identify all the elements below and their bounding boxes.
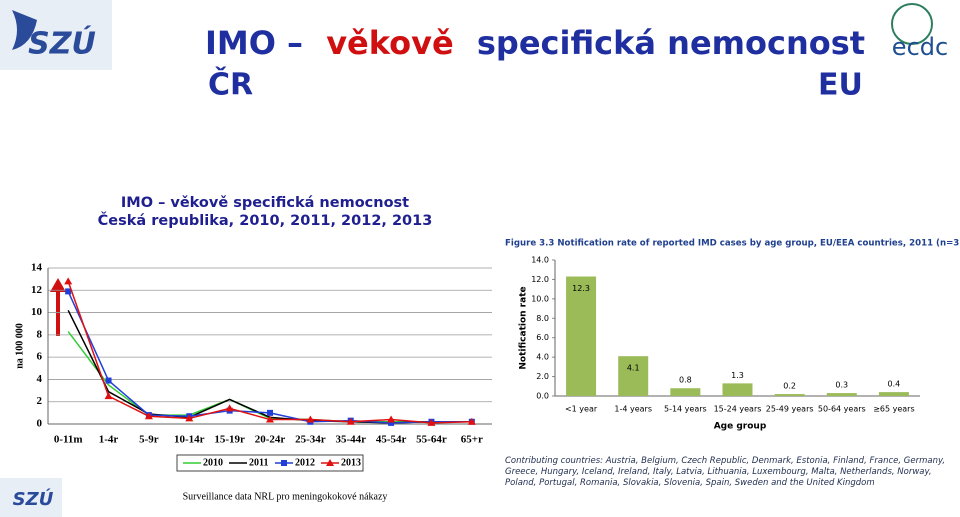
y-tick-label: 14 (31, 262, 43, 274)
chart-title: Česká republika, 2010, 2011, 2012, 2013 (98, 211, 433, 229)
slide-title: IMO – věkově specifická nemocnost (205, 24, 865, 62)
x-tick-label: 35-44r (335, 434, 366, 446)
title-part: věkově (326, 24, 454, 62)
source: Surveillance data NRL pro meningokokové … (183, 491, 388, 502)
legend-label: 2010 (203, 457, 223, 468)
marker (306, 415, 315, 423)
cr-label: ČR (208, 66, 253, 103)
marker (105, 377, 112, 384)
x-tick-label: <1 year (565, 405, 598, 414)
chart-title: IMO – věkově specifická nemocnost (121, 195, 409, 211)
y-tick-label: 0.0 (536, 392, 549, 401)
value-label: 12.3 (572, 284, 590, 293)
x-tick-label: 25-34r (295, 434, 326, 446)
value-label: 1.3 (731, 371, 744, 380)
x-tick-label: 1-4 years (614, 405, 652, 414)
y-tick-label: 2.0 (536, 372, 549, 381)
x-tick-label: 45-54r (376, 434, 407, 446)
y-tick-label: 2 (37, 395, 43, 407)
y-axis-label: na 100 000 (14, 323, 25, 369)
marker (104, 392, 113, 400)
marker (267, 409, 273, 416)
legend-box (176, 454, 364, 472)
logo-ecdc: ecdc (892, 33, 948, 61)
marker (266, 415, 274, 423)
marker (387, 415, 396, 423)
x-axis-label: Age group (714, 422, 767, 432)
y-tick-label: 8.0 (536, 314, 549, 323)
chart-title: Figure 3.3 Notification rate of reported… (505, 239, 960, 249)
y-tick-label: 4 (37, 373, 43, 385)
bar (722, 383, 753, 396)
logo-szu: SZÚ (13, 488, 54, 510)
value-label: 0.2 (783, 382, 796, 391)
x-tick-label: 15-19r (214, 434, 245, 446)
x-tick-label: 0-11m (54, 434, 83, 446)
x-tick-label: 50-64 years (818, 405, 866, 414)
title-part: IMO – (205, 24, 303, 62)
marker (346, 417, 355, 425)
x-tick-label: 5-14 years (664, 405, 707, 414)
legend-label: 2013 (341, 457, 361, 468)
y-tick-label: 12 (31, 284, 43, 296)
y-axis-label: Notification rate (519, 286, 529, 369)
legend-label: 2011 (249, 457, 268, 468)
eu-label: EU (818, 68, 863, 103)
y-tick-label: 10.0 (531, 294, 549, 303)
y-tick-label: 4.0 (536, 353, 549, 362)
series-line (67, 331, 472, 423)
x-tick-label: 1-4r (99, 434, 119, 446)
bar (878, 392, 909, 396)
x-tick-label: ≥65 years (873, 405, 914, 414)
footnote: Contributing countries: Austria, Belgium… (505, 456, 946, 488)
marker (144, 412, 153, 420)
marker (185, 414, 194, 422)
bar (618, 356, 649, 396)
y-tick-label: 14.0 (531, 256, 549, 265)
y-tick-label: 6.0 (536, 333, 549, 342)
legend-marker (281, 460, 287, 466)
marker (427, 418, 436, 426)
value-label: 0.3 (835, 381, 848, 390)
x-tick-label: 65+r (461, 434, 483, 446)
y-tick-label: 6 (37, 351, 43, 363)
title-part: specifická nemocnost (477, 24, 865, 62)
x-tick-label: 25-49 years (766, 405, 814, 414)
legend-label: 2012 (295, 457, 315, 468)
marker (467, 417, 476, 425)
bar (670, 388, 701, 396)
legend-marker (326, 459, 334, 466)
y-tick-label: 12.0 (531, 275, 549, 284)
bar (566, 276, 597, 396)
x-tick-label: 10-14r (174, 434, 205, 446)
value-label: 0.8 (679, 376, 692, 385)
bar (774, 394, 805, 396)
y-tick-label: 8 (37, 328, 43, 340)
marker (64, 277, 73, 285)
marker (225, 404, 234, 412)
logo-szu: SZÚ (28, 25, 96, 62)
logo-globe (891, 3, 933, 45)
x-tick-label: 55-64r (416, 434, 447, 446)
y-tick-label: 10 (31, 306, 43, 318)
x-tick-label: 5-9r (139, 434, 159, 446)
y-tick-label: 0 (37, 418, 43, 430)
marker (388, 419, 395, 426)
x-tick-label: 20-24r (255, 434, 286, 446)
bar (826, 393, 857, 396)
marker (65, 288, 72, 295)
value-label: 0.4 (888, 380, 901, 389)
logo-figure (12, 10, 37, 50)
logo-bg (0, 478, 62, 517)
arrow-head (50, 278, 66, 292)
x-tick-label: 15-24 years (714, 405, 762, 414)
value-label: 4.1 (627, 364, 640, 373)
